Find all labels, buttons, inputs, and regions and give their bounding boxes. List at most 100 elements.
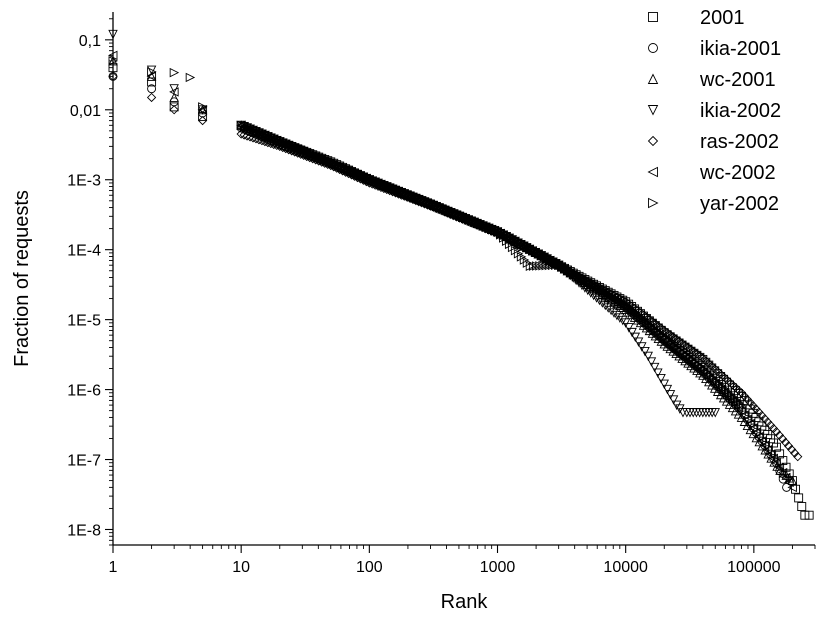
data-point [730, 382, 741, 393]
data-point [649, 362, 660, 373]
data-point [674, 344, 685, 355]
y-tick-label: 1E-3 [67, 173, 101, 190]
data-point [733, 409, 744, 419]
data-point [689, 356, 699, 367]
legend-label: yar-2002 [700, 193, 779, 215]
data-point [665, 337, 676, 348]
data-point [169, 102, 179, 112]
data-point [630, 308, 640, 318]
legend-label: wc-2001 [699, 69, 776, 91]
data-point [753, 431, 764, 442]
data-point [513, 248, 524, 259]
data-point [108, 29, 118, 40]
data-point [710, 375, 720, 385]
data-point [637, 342, 647, 352]
data-point [793, 452, 803, 462]
data-point [239, 130, 249, 140]
data-point [146, 71, 157, 82]
data-point [771, 458, 781, 468]
legend-label: ikia-2002 [700, 100, 781, 122]
data-point [765, 420, 776, 430]
data-point [713, 377, 723, 388]
data-point [624, 323, 634, 333]
y-tick-label: 1E-7 [67, 453, 101, 470]
x-tick-label: 10 [232, 559, 250, 576]
data-point [504, 239, 515, 250]
y-tick-label: 0,01 [70, 103, 101, 120]
data-point [185, 72, 196, 83]
data-point [108, 55, 118, 66]
data-point [731, 394, 741, 405]
data-point [725, 389, 735, 399]
data-point [559, 263, 570, 274]
data-point [630, 332, 641, 343]
data-point [528, 261, 539, 271]
data-point [653, 328, 664, 338]
data-point [647, 323, 658, 333]
legend-marker-triangle-left [647, 166, 658, 178]
y-tick-label: 1E-8 [67, 522, 101, 539]
data-point [698, 363, 708, 374]
data-point [108, 56, 119, 66]
data-point [742, 414, 752, 425]
data-point [627, 305, 637, 316]
axes: 1 10 100 1000 10000 100000 0,1 0,01 1E-3 1E-4 1E-… [67, 12, 816, 576]
data-point [108, 63, 118, 73]
data-point [716, 380, 726, 391]
data-point [565, 266, 575, 277]
x-tick-label: 1 [109, 559, 118, 576]
data-point [620, 318, 631, 328]
data-point [541, 260, 552, 271]
data-point [768, 423, 779, 434]
data-point [718, 372, 729, 382]
data-point [695, 361, 705, 371]
data-point [147, 84, 157, 94]
series-yar-2002 [108, 56, 747, 410]
data-point [716, 369, 726, 379]
data-point [692, 359, 702, 369]
data-point [535, 261, 545, 271]
data-point [668, 340, 679, 350]
x-tick-label: 10000 [603, 559, 648, 576]
legend-item: ras-2002 [647, 131, 779, 153]
data-point [710, 408, 720, 418]
data-point [609, 308, 619, 318]
data-point [777, 467, 788, 478]
legend-item: yar-2002 [648, 193, 779, 215]
data-point [493, 227, 503, 237]
data-point [600, 300, 611, 311]
data-point [146, 92, 157, 103]
legend-marker-triangle-down [647, 105, 659, 116]
data-point [522, 258, 533, 268]
y-tick-label: 1E-6 [67, 383, 101, 400]
data-point [659, 379, 669, 390]
data-point [804, 510, 814, 520]
data-point [739, 391, 749, 401]
data-point [562, 265, 573, 275]
data-point [750, 427, 761, 438]
data-point [671, 342, 682, 352]
data-point [612, 292, 622, 302]
data-point [499, 233, 509, 243]
data-point [653, 368, 663, 378]
series-ras-2002 [108, 71, 803, 462]
data-point [640, 346, 650, 357]
data-point [147, 66, 157, 77]
data-point [736, 412, 747, 422]
data-point [787, 482, 797, 493]
data-point [759, 440, 770, 451]
legend-item: wc-2001 [647, 69, 776, 91]
series-wc-2001 [108, 55, 798, 486]
data-point [757, 440, 767, 451]
data-point [615, 293, 625, 304]
legend-item: ikia-2001 [648, 38, 781, 60]
data-point [762, 444, 773, 455]
data-point [627, 327, 637, 338]
data-point [646, 357, 657, 367]
series-ikia-2002 [108, 29, 720, 418]
data-point [656, 374, 666, 384]
x-axis-title: Rank [441, 591, 489, 613]
data-point [615, 313, 625, 323]
y-tick-label: 1E-5 [67, 313, 101, 330]
